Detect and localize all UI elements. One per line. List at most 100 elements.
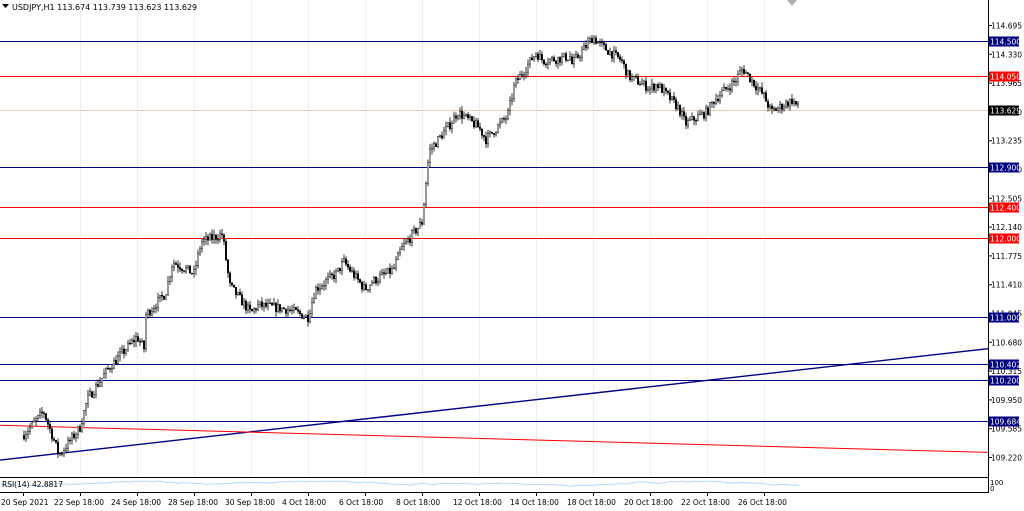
candle-body: [471, 116, 474, 122]
candle-body: [775, 108, 778, 111]
candle-body: [491, 131, 494, 134]
candle-body: [583, 45, 586, 51]
candle-body: [25, 434, 28, 440]
candle-body: [701, 112, 704, 115]
candle-body: [391, 268, 394, 274]
candle-body: [289, 309, 292, 311]
candle-body: [132, 339, 135, 343]
candle-body: [447, 122, 450, 127]
trendline-blue[interactable]: [0, 347, 989, 461]
candle-body: [695, 120, 698, 122]
candle-body: [743, 68, 746, 74]
candle-body: [421, 222, 424, 225]
candle-body: [525, 71, 528, 76]
candle-body: [246, 304, 249, 311]
candle-body: [363, 284, 366, 290]
candle-body: [523, 74, 526, 76]
candle-body: [82, 410, 85, 424]
candle-body: [321, 285, 324, 289]
time-tick-label: 22 Oct 18:00: [681, 498, 730, 507]
trendline-red[interactable]: [0, 424, 989, 453]
candle-body: [475, 120, 478, 128]
candle-body: [715, 98, 718, 104]
candle-body: [465, 114, 468, 116]
candle-body: [331, 273, 334, 276]
candle-body: [224, 241, 227, 261]
price-tick-label: 110.315: [991, 367, 1022, 376]
candle-body: [196, 252, 199, 266]
candle-body: [707, 107, 710, 115]
candle-body: [481, 128, 484, 136]
candle-body: [429, 148, 432, 163]
candle-body: [555, 60, 558, 64]
candle-body: [238, 292, 241, 295]
candle-body: [333, 274, 336, 279]
candle-body: [503, 118, 506, 120]
candle-body: [589, 38, 592, 42]
candle-body: [585, 45, 588, 48]
candle-body: [731, 80, 734, 91]
candle-body: [739, 70, 742, 75]
candle-body: [485, 136, 488, 145]
candle-body: [184, 267, 187, 272]
price-tick-label: 109.950: [991, 396, 1022, 405]
candle-body: [269, 302, 272, 304]
candle-body: [561, 56, 564, 63]
candle-body: [437, 136, 440, 147]
candle-body: [553, 57, 556, 62]
candle-body: [619, 56, 622, 60]
candle-body: [102, 373, 105, 379]
candle-body: [789, 98, 792, 107]
price-level-tag-label: 110.402: [990, 361, 1021, 370]
candle-body: [92, 394, 95, 398]
candle-body: [335, 270, 338, 279]
candle-body: [681, 111, 684, 116]
candle-body: [769, 105, 772, 108]
time-tick-label: 6 Oct 18:00: [339, 498, 383, 507]
time-tick-label: 22 Sep 18:00: [54, 498, 104, 507]
candle-body: [130, 339, 133, 344]
candle-body: [709, 102, 712, 115]
candle-body: [381, 272, 384, 275]
dropdown-triangle-icon[interactable]: [2, 4, 9, 8]
candle-body: [230, 282, 233, 286]
candle-body: [689, 119, 692, 121]
candle-body: [204, 236, 207, 240]
candle-body: [779, 103, 782, 109]
candle-body: [248, 304, 251, 310]
candle-body: [176, 264, 179, 268]
time-tick-label: 14 Oct 18:00: [510, 498, 559, 507]
candle-body: [533, 56, 536, 61]
candle-body: [409, 239, 412, 243]
chart-shift-marker-icon[interactable]: [787, 0, 797, 6]
candle-body: [297, 309, 300, 312]
candle-body: [693, 116, 696, 121]
candle-body: [313, 298, 316, 303]
horizontal-levels[interactable]: [0, 41, 988, 422]
candle-body: [259, 301, 262, 305]
candle-body: [747, 72, 750, 75]
candle-body: [411, 230, 414, 243]
candle-body: [80, 423, 83, 432]
candle-body: [214, 234, 217, 240]
candle-body: [565, 53, 568, 61]
time-axis[interactable]: 20 Sep 2021 22 Sep 18:00 24 Sep 18:00 28 Se…: [1, 492, 787, 507]
candle-body: [228, 272, 231, 284]
candle-body: [441, 135, 444, 139]
candle-body: [569, 56, 572, 61]
candle-body: [727, 88, 730, 90]
candle-body: [609, 51, 612, 55]
price-level-tag-label: 114.050: [990, 73, 1021, 82]
candle-body: [100, 377, 103, 383]
candle-body: [178, 267, 181, 270]
candle-body: [671, 96, 674, 101]
symbol-info: USDJPY,H1 113.674 113.739 113.623 113.62…: [12, 3, 197, 12]
candle-body: [375, 277, 378, 284]
candle-body: [667, 90, 670, 93]
trendlines[interactable]: [0, 347, 989, 461]
candle-body: [745, 72, 748, 74]
candle-body: [120, 348, 123, 353]
candle-body: [53, 438, 56, 441]
